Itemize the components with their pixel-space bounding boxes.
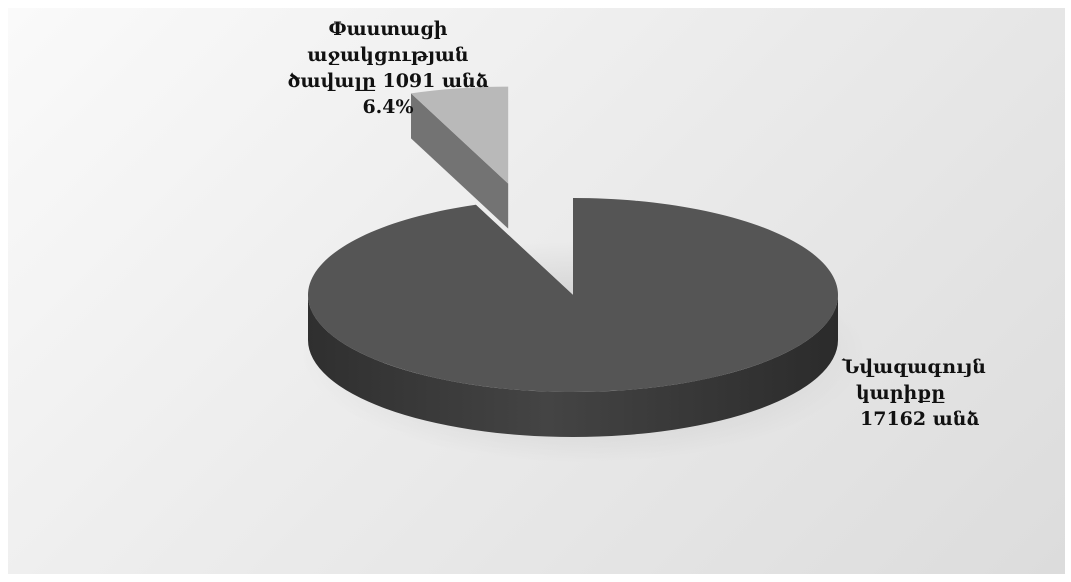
data-label-line: 17162 անձ [860,408,980,430]
data-label-actual-support: Փաստացի աջակցության ծավալը 1091 անձ 6.4% [258,16,518,120]
data-label-minimum-need: Նվազագույն կարիքը 17162 անձ [842,354,1042,432]
data-label-line: 6.4% [362,96,414,118]
pie-slice-top [411,86,509,184]
data-label-line: աջակցության [307,44,469,66]
chart-area: Փաստացի աջակցության ծավալը 1091 անձ 6.4%… [8,8,1065,574]
pie-slice-side-wall [308,295,838,437]
pie-slice-top [307,198,839,392]
data-label-line: կարիքը [856,382,946,404]
data-label-line: Նվազագույն [842,356,986,378]
pie-slice-1 [411,86,509,229]
data-label-line: ծավալը 1091 անձ [287,70,489,92]
pie-chart [300,86,866,463]
pie-slice-0 [307,198,839,437]
data-label-line: Փաստացի [328,18,448,40]
pie-slice-cut-face [411,93,509,229]
